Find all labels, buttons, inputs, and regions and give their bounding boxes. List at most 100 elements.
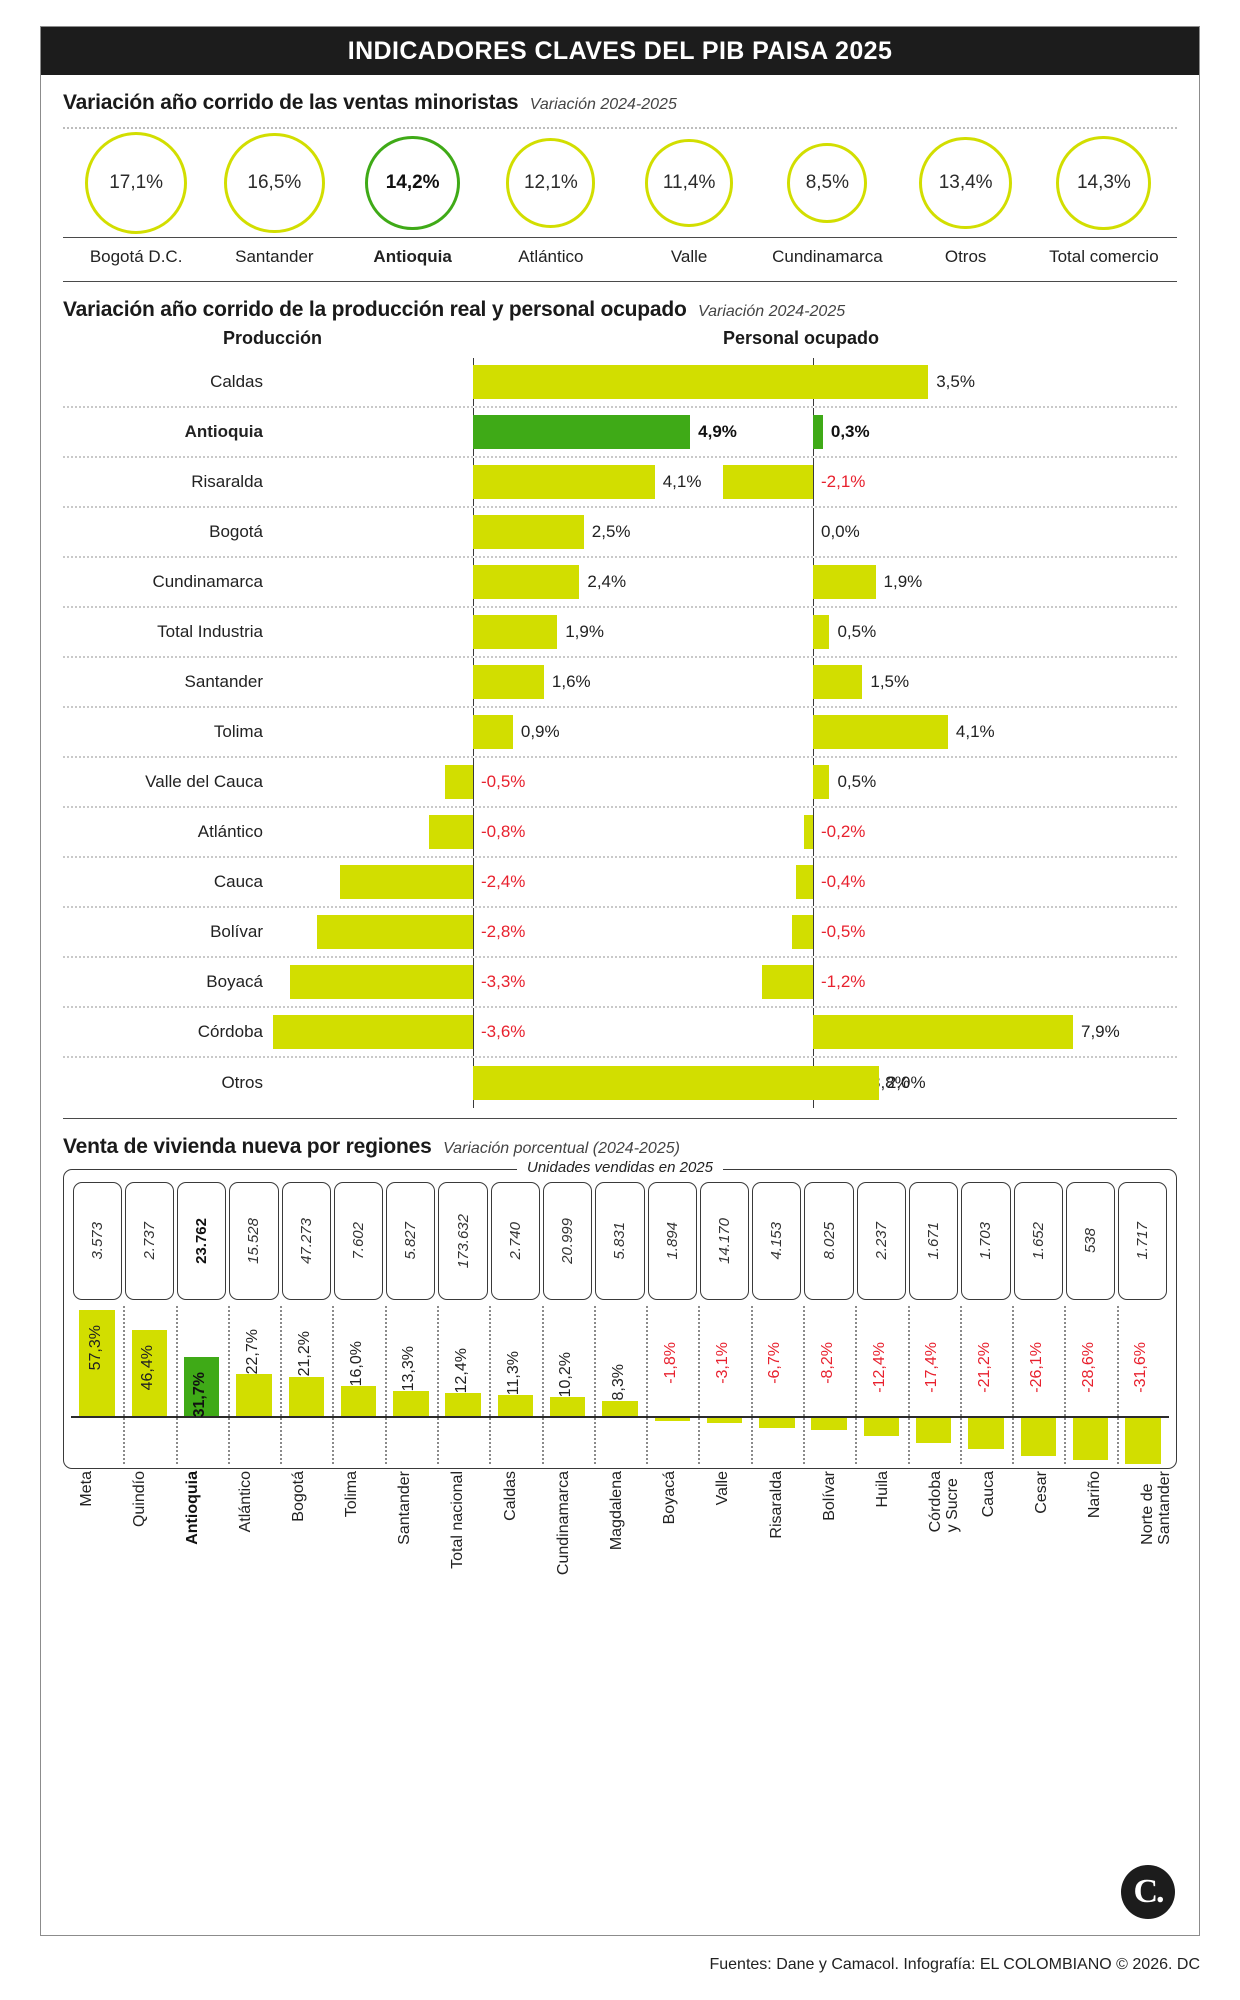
grid-line-14 — [803, 1306, 805, 1464]
housing-bar-9 — [549, 1397, 586, 1416]
personal-ocupado-value: -0,4% — [821, 872, 866, 891]
housing-unit-value: 5.827 — [402, 1222, 420, 1260]
housing-bar-value-20: -31,6% — [1132, 1342, 1150, 1393]
grid-line-9 — [541, 1306, 544, 1464]
personal-ocupado-zone: 0,0% — [723, 508, 1177, 556]
grid-line-19 — [1064, 1306, 1067, 1464]
housing-x-label-6: Santander — [396, 1471, 414, 1545]
produccion-zone: 4,1% — [273, 458, 701, 506]
infographic-sheet: INDICADORES CLAVES DEL PIB PAISA 2025 Va… — [40, 26, 1200, 1936]
grid-line-11 — [646, 1306, 649, 1464]
produccion-zone: -0,8% — [273, 808, 617, 856]
produccion-zone: -3,3% — [273, 958, 617, 1006]
grid-line-2 — [175, 1306, 178, 1464]
page-title-bar: INDICADORES CLAVES DEL PIB PAISA 2025 — [41, 27, 1199, 75]
zero-axis — [473, 758, 474, 806]
housing-x-label-8: Caldas — [502, 1471, 520, 1521]
personal-ocupado-bar — [813, 715, 948, 749]
housing-unit-pill-14: 8.025 — [804, 1182, 854, 1300]
housing-unit-value: 1.671 — [925, 1222, 943, 1260]
housing-x-label-19: Nariño — [1085, 1471, 1103, 1519]
row-label-13: Córdoba — [197, 1022, 263, 1041]
section3-subtitle: Variación porcentual (2024-2025) — [443, 1140, 680, 1157]
section1-subtitle: Variación 2024-2025 — [529, 96, 677, 113]
housing-bar-value-10: 8,3% — [609, 1364, 627, 1401]
produccion-bar — [473, 1066, 863, 1100]
table-row: Risaralda 4,1% -2,1% — [63, 458, 1177, 508]
housing-bar-6 — [393, 1391, 429, 1416]
grid-line-1 — [123, 1306, 126, 1464]
table-row: Cauca -2,4% -0,4% — [63, 858, 1177, 908]
produccion-bar — [339, 865, 473, 899]
produccion-bar — [473, 415, 691, 449]
produccion-value: 1,9% — [565, 622, 604, 641]
housing-bar-value-17: -21,2% — [975, 1342, 993, 1393]
personal-ocupado-bar — [813, 615, 830, 649]
retail-label-1: Santander — [235, 247, 314, 266]
housing-unit-value: 2.740 — [506, 1222, 524, 1260]
retail-circle-labels: Bogotá D.C. Santander Antioquia Atlántico Va… — [63, 237, 1177, 267]
personal-ocupado-value: 0,5% — [837, 772, 877, 791]
personal-ocupado-value: 1,5% — [870, 672, 910, 691]
housing-x-label-20: Norte de Santander — [1138, 1471, 1173, 1545]
personal-ocupado-bar — [813, 365, 929, 399]
produccion-zone: 2,5% — [273, 508, 631, 556]
retail-label-7: Total comercio — [1049, 247, 1159, 266]
el-colombiano-logo: C. — [1121, 1865, 1175, 1919]
row-label-2: Risaralda — [191, 472, 263, 491]
personal-ocupado-value: 3,5% — [936, 372, 975, 391]
page-title: INDICADORES CLAVES DEL PIB PAISA 2025 — [347, 36, 893, 65]
personal-ocupado-bar — [723, 465, 813, 499]
row-label-6: Santander — [184, 672, 263, 691]
produccion-bar — [445, 765, 473, 799]
divider-section2-3 — [63, 1118, 1177, 1119]
housing-bar-value-18: -26,1% — [1027, 1342, 1045, 1393]
table-row: Antioquia 4,9% 0,3% — [63, 408, 1177, 458]
retail-circle-value: 14,2% — [385, 172, 440, 193]
housing-unit-pill-17: 1.703 — [961, 1182, 1011, 1300]
personal-ocupado-value: -2,1% — [821, 472, 866, 491]
zero-axis — [813, 458, 814, 506]
retail-circle-cell: 11,4% — [620, 139, 758, 227]
housing-bar-18 — [1020, 1418, 1057, 1456]
row-label-5: Total Industria — [157, 622, 263, 641]
zero-axis — [813, 808, 814, 856]
retail-label-0: Bogotá D.C. — [89, 247, 183, 266]
grid-line-12 — [698, 1306, 701, 1464]
retail-circle-cell: 13,4% — [897, 136, 1035, 230]
produccion-bar — [273, 1015, 473, 1049]
row-label-14: Otros — [221, 1073, 263, 1092]
produccion-zone: 2,4% — [273, 558, 626, 606]
produccion-zone: 8,8% — [273, 1058, 910, 1108]
table-row: Caldas 8,7% 3,5% — [63, 358, 1177, 408]
produccion-zone: 1,9% — [273, 608, 617, 656]
housing-x-label-2: Antioquia — [184, 1471, 201, 1545]
housing-unit-pill-4: 47.273 — [281, 1182, 331, 1300]
housing-bar-value-4: 21,2% — [295, 1331, 313, 1377]
housing-x-label-7: Total nacional — [449, 1471, 467, 1569]
retail-circle-value: 13,4% — [938, 172, 993, 193]
produccion-value: 8,8% — [871, 1073, 910, 1092]
housing-bar-value-8: 11,3% — [504, 1350, 522, 1396]
housing-unit-value: 14.170 — [716, 1218, 734, 1264]
personal-ocupado-zone: 0,5% — [723, 608, 1177, 656]
row-label-11: Bolívar — [210, 922, 263, 941]
personal-ocupado-bar — [813, 765, 830, 799]
row-label-4: Cundinamarca — [152, 572, 263, 591]
personal-ocupado-bar — [813, 665, 863, 699]
table-row: Valle del Cauca -0,5% 0,5% — [63, 758, 1177, 808]
personal-ocupado-zone: -1,2% — [723, 958, 1177, 1006]
produccion-value: -0,5% — [481, 772, 526, 791]
section2-title: Variación año corrido de la producción r… — [63, 298, 687, 321]
housing-bar-value-14: -8,2% — [818, 1342, 836, 1384]
zero-axis — [813, 908, 814, 956]
personal-ocupado-value: 0,0% — [821, 522, 860, 541]
grid-line-20 — [1116, 1306, 1119, 1464]
personal-ocupado-value: -1,2% — [821, 972, 866, 991]
footer-sources: Fuentes: Dane y Camacol. Infografía: EL … — [709, 1956, 1200, 1973]
table-row: Tolima 0,9% 4,1% — [63, 708, 1177, 758]
personal-ocupado-value: 0,3% — [830, 422, 870, 441]
housing-bar-value-6: 13,3% — [400, 1346, 418, 1392]
housing-unit-pill-10: 5.831 — [595, 1182, 645, 1300]
grid-line-7 — [437, 1306, 439, 1464]
